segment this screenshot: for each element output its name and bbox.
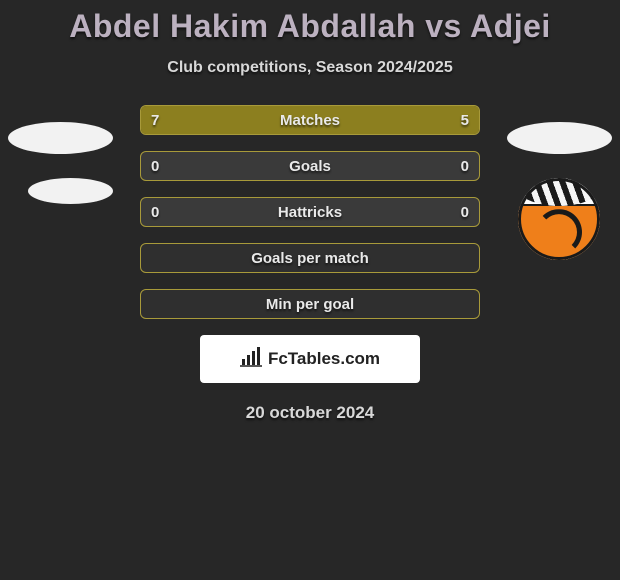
comparison-bars: 75Matches 00Goals 00Hattricks Goals per mat… bbox=[140, 105, 480, 319]
player-left-avatar-placeholder-2 bbox=[28, 178, 113, 204]
stat-bar: Min per goal bbox=[140, 289, 480, 319]
bar-label: Matches bbox=[141, 106, 479, 134]
bar-chart-icon bbox=[240, 347, 262, 372]
stat-bar: 00Goals bbox=[140, 151, 480, 181]
stat-bar: 00Hattricks bbox=[140, 197, 480, 227]
player-left-avatar-placeholder-1 bbox=[8, 122, 113, 154]
stat-bar: Goals per match bbox=[140, 243, 480, 273]
player-right-avatar-placeholder bbox=[507, 122, 612, 154]
stat-bar: 75Matches bbox=[140, 105, 480, 135]
brand-label: FcTables.com bbox=[268, 349, 380, 369]
page-subtitle: Club competitions, Season 2024/2025 bbox=[0, 59, 620, 77]
club-badge-right bbox=[518, 178, 600, 260]
bar-label: Goals bbox=[141, 152, 479, 180]
bar-label: Hattricks bbox=[141, 198, 479, 226]
bar-label: Min per goal bbox=[141, 290, 479, 318]
bar-label: Goals per match bbox=[141, 244, 479, 272]
date-label: 20 october 2024 bbox=[0, 403, 620, 423]
page-title: Abdel Hakim Abdallah vs Adjei bbox=[0, 0, 620, 45]
brand-box[interactable]: FcTables.com bbox=[200, 335, 420, 383]
